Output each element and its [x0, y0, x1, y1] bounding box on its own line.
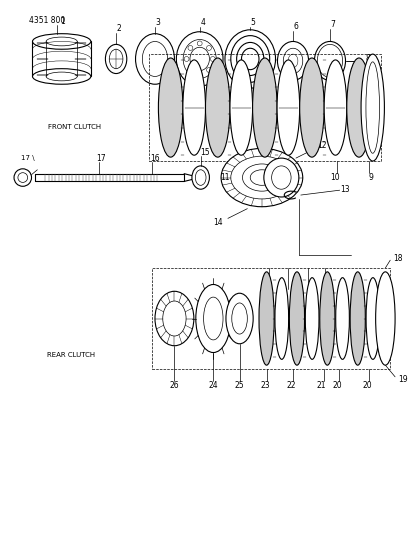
- Ellipse shape: [105, 44, 127, 74]
- Ellipse shape: [305, 278, 319, 359]
- Ellipse shape: [275, 278, 288, 359]
- Ellipse shape: [197, 72, 202, 77]
- Text: 17: 17: [97, 154, 106, 163]
- Ellipse shape: [192, 166, 209, 189]
- Ellipse shape: [366, 278, 380, 359]
- Ellipse shape: [158, 58, 183, 157]
- Ellipse shape: [109, 49, 123, 69]
- Ellipse shape: [204, 297, 223, 340]
- Ellipse shape: [155, 292, 194, 346]
- Ellipse shape: [230, 60, 253, 155]
- Ellipse shape: [197, 41, 202, 46]
- Ellipse shape: [33, 69, 91, 84]
- Ellipse shape: [242, 49, 259, 70]
- Ellipse shape: [317, 44, 343, 77]
- Bar: [152, 268, 390, 369]
- Ellipse shape: [259, 272, 274, 365]
- Ellipse shape: [176, 32, 223, 86]
- Text: 18: 18: [393, 254, 403, 263]
- Text: 8: 8: [366, 54, 371, 63]
- Text: 3: 3: [155, 19, 160, 28]
- Ellipse shape: [347, 58, 371, 157]
- Text: 6: 6: [293, 22, 298, 31]
- Ellipse shape: [250, 170, 274, 185]
- Ellipse shape: [184, 56, 189, 61]
- Ellipse shape: [237, 43, 264, 76]
- Ellipse shape: [277, 60, 300, 155]
- Text: 4: 4: [200, 19, 205, 28]
- Ellipse shape: [283, 49, 303, 74]
- Ellipse shape: [188, 68, 193, 72]
- Text: 16: 16: [150, 154, 160, 163]
- Ellipse shape: [289, 272, 304, 365]
- Ellipse shape: [272, 166, 291, 189]
- Ellipse shape: [221, 148, 303, 207]
- Ellipse shape: [188, 45, 193, 51]
- Bar: [149, 54, 381, 161]
- Text: 14: 14: [213, 218, 223, 227]
- Ellipse shape: [231, 156, 293, 199]
- Text: 4351 800: 4351 800: [29, 15, 65, 25]
- Text: 25: 25: [235, 381, 244, 390]
- Ellipse shape: [350, 272, 365, 365]
- Ellipse shape: [277, 42, 308, 80]
- Text: 23: 23: [260, 381, 270, 390]
- Ellipse shape: [211, 56, 215, 61]
- Text: 7: 7: [330, 20, 335, 29]
- Text: 20: 20: [332, 381, 341, 390]
- Text: 15: 15: [200, 148, 209, 157]
- Ellipse shape: [206, 68, 211, 72]
- Ellipse shape: [231, 36, 270, 82]
- Ellipse shape: [195, 170, 206, 185]
- Text: 5: 5: [251, 19, 255, 28]
- Text: 11: 11: [220, 173, 230, 182]
- Ellipse shape: [196, 285, 231, 352]
- Ellipse shape: [206, 45, 211, 51]
- Ellipse shape: [46, 72, 77, 81]
- Ellipse shape: [264, 158, 299, 197]
- Text: 26: 26: [170, 381, 179, 390]
- Ellipse shape: [190, 47, 209, 70]
- Text: 21: 21: [317, 381, 326, 390]
- Ellipse shape: [376, 272, 395, 365]
- Text: 17 \: 17 \: [21, 155, 34, 161]
- Ellipse shape: [324, 60, 347, 155]
- Ellipse shape: [183, 60, 206, 155]
- Ellipse shape: [232, 303, 247, 334]
- Text: 9: 9: [368, 173, 373, 182]
- Text: 2: 2: [117, 25, 122, 34]
- Ellipse shape: [288, 54, 298, 68]
- Ellipse shape: [300, 58, 324, 157]
- Ellipse shape: [142, 42, 168, 76]
- Ellipse shape: [253, 58, 277, 157]
- Ellipse shape: [14, 169, 31, 187]
- Ellipse shape: [242, 164, 282, 191]
- Ellipse shape: [46, 37, 77, 46]
- Text: FRONT CLUTCH: FRONT CLUTCH: [48, 124, 101, 130]
- Ellipse shape: [226, 293, 253, 344]
- Text: 24: 24: [208, 381, 218, 390]
- Ellipse shape: [366, 62, 379, 154]
- Text: REAR CLUTCH: REAR CLUTCH: [47, 352, 95, 359]
- Ellipse shape: [206, 58, 230, 157]
- Ellipse shape: [183, 39, 216, 78]
- Ellipse shape: [225, 30, 275, 88]
- Ellipse shape: [361, 54, 384, 161]
- Text: 12: 12: [317, 141, 327, 150]
- Ellipse shape: [135, 34, 175, 84]
- Ellipse shape: [320, 272, 335, 365]
- Ellipse shape: [33, 34, 91, 49]
- Text: 1: 1: [60, 17, 65, 26]
- Text: 22: 22: [286, 381, 296, 390]
- Ellipse shape: [163, 301, 186, 336]
- Ellipse shape: [336, 278, 349, 359]
- Ellipse shape: [18, 173, 28, 182]
- Text: 19: 19: [398, 375, 408, 384]
- Text: 20: 20: [362, 381, 372, 390]
- Text: 13: 13: [340, 185, 349, 193]
- Ellipse shape: [315, 42, 346, 80]
- Text: 10: 10: [330, 173, 339, 182]
